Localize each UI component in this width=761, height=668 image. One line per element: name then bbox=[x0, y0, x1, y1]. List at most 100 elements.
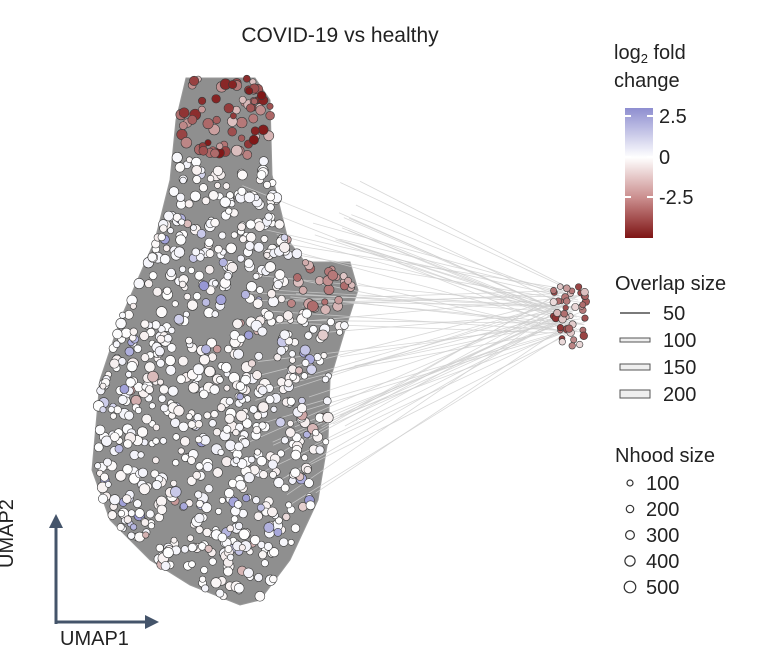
nhood-node bbox=[109, 494, 121, 506]
colorbar-ticks bbox=[625, 115, 653, 198]
nhood-node bbox=[209, 384, 220, 395]
nhood-node bbox=[256, 170, 267, 180]
nhood-node bbox=[303, 466, 312, 474]
nhood-node bbox=[224, 439, 236, 451]
nhood-node bbox=[224, 545, 233, 553]
nhood-legend-circle bbox=[624, 529, 635, 540]
edge bbox=[265, 229, 579, 301]
nhood-node bbox=[303, 430, 311, 439]
nhood-node bbox=[101, 435, 113, 447]
nhood-node bbox=[222, 425, 232, 434]
nhood-node bbox=[227, 127, 237, 137]
nhood-node bbox=[558, 338, 566, 346]
nhood-node bbox=[178, 421, 189, 432]
nhood-legend-circle bbox=[623, 580, 637, 594]
nhood-node bbox=[305, 500, 316, 511]
nhood-node bbox=[269, 574, 278, 584]
colorbar-tick-mid: 0 bbox=[659, 147, 670, 169]
nhood-node bbox=[199, 389, 209, 399]
nhood-node bbox=[162, 547, 174, 559]
nhood-node bbox=[235, 423, 244, 432]
nhood-node bbox=[570, 336, 578, 344]
overlap-legend-label: 100 bbox=[663, 330, 696, 352]
nhood-node bbox=[248, 134, 259, 145]
nhood-node bbox=[98, 493, 108, 504]
nhood-node bbox=[223, 103, 234, 114]
nhood-node bbox=[201, 298, 211, 307]
nhood-node bbox=[198, 183, 208, 193]
edge bbox=[269, 310, 582, 333]
overlap-legend-label: 200 bbox=[663, 384, 696, 406]
nhood-node bbox=[327, 270, 339, 281]
nhood-node bbox=[195, 462, 204, 471]
nhood-node bbox=[210, 577, 222, 589]
nhood-node bbox=[266, 192, 276, 202]
nhood-node bbox=[148, 402, 156, 410]
nhood-node bbox=[186, 476, 197, 486]
nhood-node bbox=[188, 560, 196, 568]
nhood-node bbox=[159, 254, 171, 265]
nhood-node bbox=[204, 365, 216, 378]
nhood-node bbox=[206, 174, 215, 183]
nhood-node bbox=[188, 382, 200, 394]
edge bbox=[321, 294, 559, 428]
nhood-node bbox=[201, 584, 210, 593]
overlap-legend-label: 150 bbox=[663, 357, 696, 379]
nhood-node bbox=[178, 218, 186, 226]
nhood-node bbox=[119, 384, 130, 394]
nhood-node bbox=[226, 191, 234, 200]
nhood-node bbox=[254, 448, 261, 456]
nhood-node bbox=[568, 342, 576, 350]
edge bbox=[296, 293, 573, 314]
nhood-node bbox=[258, 156, 269, 166]
nhood-node bbox=[215, 507, 223, 515]
nhood-node bbox=[204, 544, 213, 553]
nhood-node bbox=[125, 377, 136, 388]
nhood-node bbox=[177, 447, 185, 455]
edge bbox=[343, 217, 572, 317]
nhood-node bbox=[326, 317, 335, 326]
nhood-node bbox=[179, 265, 187, 273]
nhood-node bbox=[264, 261, 276, 273]
nhood-node bbox=[186, 299, 199, 311]
nhood-node bbox=[178, 355, 189, 367]
edge bbox=[323, 305, 564, 377]
nhood-node bbox=[298, 286, 308, 295]
nhood-node bbox=[254, 221, 265, 232]
nhood-node bbox=[254, 573, 263, 582]
nhood-node bbox=[115, 470, 127, 482]
nhood-node bbox=[173, 314, 185, 325]
nhood-node bbox=[283, 310, 294, 321]
edge bbox=[302, 292, 565, 307]
nhood-node bbox=[238, 528, 250, 540]
nhood-node bbox=[300, 372, 309, 380]
nhood-node bbox=[245, 232, 257, 243]
nhood-node bbox=[235, 479, 246, 491]
nhood-node bbox=[187, 115, 198, 125]
nhood-legend: 100 200 300 400 500 bbox=[623, 473, 679, 599]
nhood-node bbox=[260, 235, 269, 243]
edge bbox=[339, 318, 581, 358]
nhood-node bbox=[147, 370, 159, 383]
edge bbox=[264, 328, 578, 423]
nhood-legend-circle bbox=[626, 479, 634, 487]
nhood-node bbox=[314, 276, 325, 286]
nhood-node bbox=[94, 424, 106, 436]
nhood-node bbox=[237, 169, 248, 181]
nhood-legend-title: Nhood size bbox=[615, 445, 715, 467]
nhood-node bbox=[263, 522, 275, 533]
nhood-node bbox=[204, 139, 212, 147]
nhood-node bbox=[104, 481, 112, 488]
nhood-node bbox=[180, 436, 191, 447]
edge bbox=[351, 214, 560, 297]
nhood-node bbox=[223, 384, 231, 392]
nhood-node bbox=[243, 567, 254, 579]
nhood-node bbox=[264, 212, 273, 221]
nhood-node bbox=[269, 547, 280, 558]
nhood-node bbox=[219, 196, 231, 208]
edge bbox=[272, 328, 580, 484]
nhood-node bbox=[218, 231, 227, 240]
nhood-node bbox=[295, 366, 303, 375]
nhood-node bbox=[266, 102, 274, 110]
overlap-legend-title: Overlap size bbox=[615, 273, 726, 295]
